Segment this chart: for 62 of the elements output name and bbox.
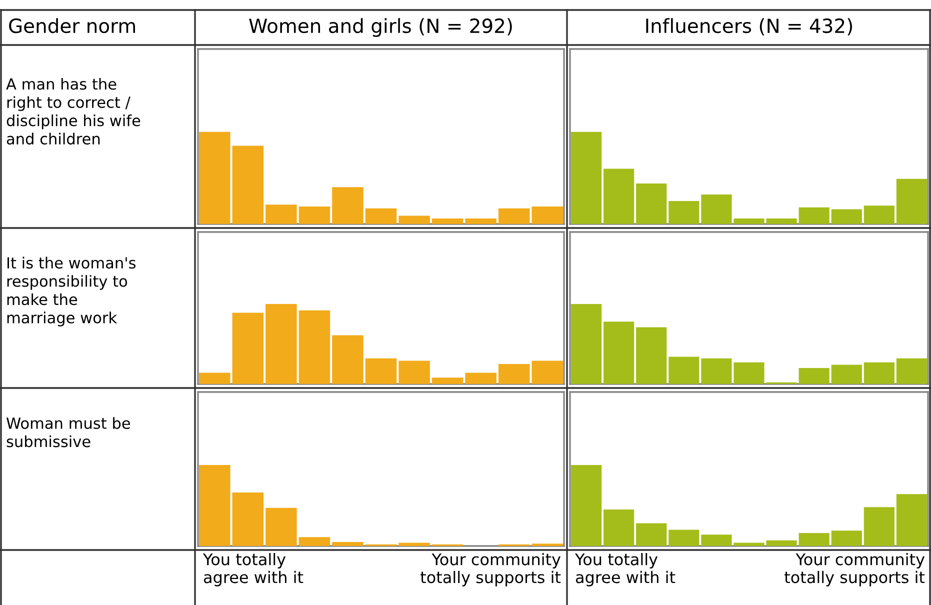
bar xyxy=(896,178,928,224)
bar xyxy=(532,360,563,384)
chart-title: Influencers (N = 432) xyxy=(646,18,852,36)
text: Your community totally supports it xyxy=(784,553,925,586)
bar xyxy=(365,208,397,224)
bar xyxy=(232,492,264,546)
bar xyxy=(831,209,862,224)
bar xyxy=(432,378,464,384)
bar xyxy=(298,206,330,224)
bar xyxy=(199,132,230,224)
bar xyxy=(332,335,364,384)
y-axis-title: A man has the right to correct / discipline his wife and children xyxy=(6,78,140,145)
bar xyxy=(432,218,464,224)
bar xyxy=(798,533,830,546)
bar xyxy=(266,508,297,546)
bar xyxy=(831,530,862,546)
bar xyxy=(636,523,667,546)
bar xyxy=(570,304,602,384)
bar xyxy=(465,372,496,384)
bar xyxy=(232,146,264,224)
bar xyxy=(798,207,830,224)
bar xyxy=(398,542,430,546)
bar xyxy=(668,530,700,546)
bar xyxy=(570,132,602,224)
bar xyxy=(266,304,297,384)
bar xyxy=(465,218,496,224)
bar xyxy=(266,204,297,224)
bar xyxy=(831,364,862,384)
bar xyxy=(498,208,530,224)
bar xyxy=(896,494,928,546)
bar xyxy=(232,312,264,384)
bar xyxy=(604,168,634,224)
bar xyxy=(864,507,894,546)
bar xyxy=(604,510,634,546)
text: Gender norm xyxy=(9,18,135,34)
bar xyxy=(332,542,364,546)
bar xyxy=(199,372,230,384)
bar xyxy=(498,364,530,384)
bar xyxy=(636,327,667,384)
text: You totally agree with it xyxy=(202,553,304,586)
chart-title: Women and girls (N = 292) xyxy=(249,18,512,37)
bar xyxy=(668,200,700,224)
bar xyxy=(398,360,430,384)
bar xyxy=(896,358,928,384)
bar xyxy=(604,322,634,384)
y-axis-title: Woman must be submissive xyxy=(6,417,130,448)
bar xyxy=(864,206,894,224)
bar xyxy=(332,187,364,224)
bar xyxy=(298,537,330,546)
bar xyxy=(864,362,894,384)
bar xyxy=(636,183,667,224)
bar xyxy=(668,356,700,384)
bar xyxy=(298,310,330,384)
bar xyxy=(365,358,397,384)
bar xyxy=(570,464,602,546)
bar xyxy=(532,206,563,224)
bar xyxy=(199,464,230,546)
bar xyxy=(798,368,830,384)
text: Your community totally supports it xyxy=(420,553,561,586)
y-axis-title: It is the woman's responsibility to make the marriage work xyxy=(7,256,136,326)
bar xyxy=(398,216,430,224)
text: You totally agree with it xyxy=(574,553,676,586)
